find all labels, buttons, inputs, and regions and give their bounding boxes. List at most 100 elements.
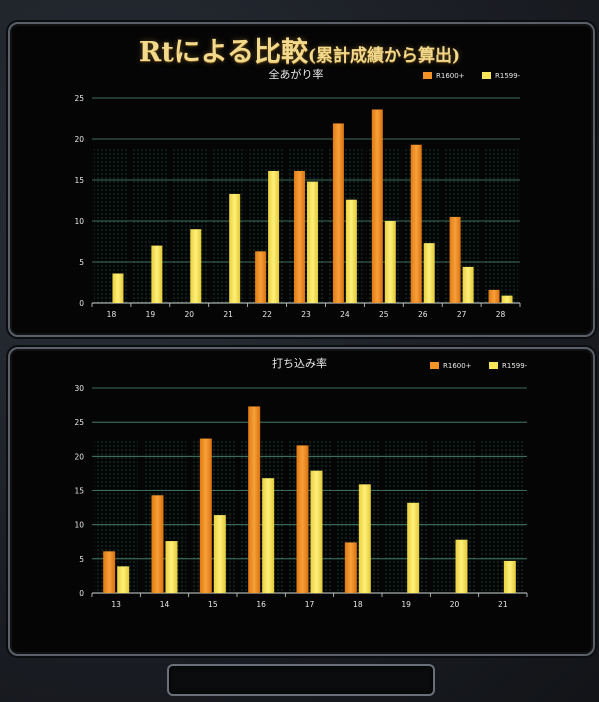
bar-r1600-18 — [344, 542, 357, 593]
bar-r1599-14 — [165, 541, 178, 593]
x-tick-label: 21 — [498, 600, 508, 609]
legend-swatch — [423, 72, 432, 79]
chart-title: 打ち込み率 — [272, 356, 327, 370]
x-tick-label: 26 — [418, 310, 428, 319]
background-dot-column — [405, 149, 441, 303]
bar-r1599-22 — [268, 170, 280, 303]
bar-r1600-26 — [410, 144, 422, 303]
background-dot-column — [132, 149, 168, 303]
bar-r1600-15 — [199, 438, 212, 593]
background-dot-column — [288, 149, 324, 303]
bar-r1599-13 — [117, 566, 130, 593]
page-title: Rtによる比較(累計成績から算出) — [0, 30, 599, 69]
bar-r1600-28 — [488, 289, 500, 303]
chart-all-agari: 全あがり率 0 5 10 15 20 25 18 19 20 21 22 23 24 25 26 27 28 R16… — [74, 67, 520, 319]
bar-r1600-17 — [296, 445, 309, 593]
bar-r1599-28 — [501, 295, 513, 303]
legend-swatch — [489, 362, 498, 369]
background-dot-column — [142, 439, 187, 593]
x-tick-label: 25 — [379, 310, 389, 319]
background-dot-column — [481, 439, 525, 593]
x-tick-label: 23 — [301, 310, 311, 319]
x-tick-label: 27 — [457, 310, 467, 319]
y-tick-label: 5 — [79, 555, 84, 564]
bar-r1600-23 — [294, 170, 305, 303]
x-tick-label: 18 — [353, 600, 363, 609]
bar-r1600-22 — [255, 251, 267, 303]
bar-r1600-14 — [151, 495, 164, 593]
background-dot-column — [93, 149, 129, 303]
chart-uchikomi: 打ち込み率 0 5 10 15 20 25 30 13 14 15 16 17 18 19 20 21 R1600… — [74, 356, 527, 609]
bar-r1600-16 — [248, 406, 261, 593]
bar-r1599-19 — [151, 245, 163, 303]
legend-label: R1600+ — [443, 362, 472, 370]
background-dot-column — [432, 439, 477, 593]
background-dot-column — [287, 439, 332, 593]
x-tick-label: 22 — [262, 310, 272, 319]
page-title-main: Rtによる比較 — [138, 37, 308, 68]
legend-swatch — [482, 72, 491, 79]
y-tick-label: 25 — [74, 94, 84, 103]
background-dot-column — [171, 149, 207, 303]
bar-r1599-18 — [358, 484, 371, 593]
x-tick-label: 13 — [111, 600, 121, 609]
y-tick-label: 0 — [79, 589, 84, 598]
legend-label: R1599- — [495, 72, 521, 80]
x-tick-label: 28 — [496, 310, 506, 319]
bar-r1599-20 — [455, 539, 468, 593]
background-dot-column — [94, 439, 138, 593]
legend-label: R1599- — [502, 362, 528, 370]
x-tick-label: 19 — [146, 310, 156, 319]
bar-r1600-25 — [371, 109, 383, 303]
equalizer-frame — [167, 664, 435, 696]
x-tick-label: 20 — [184, 310, 194, 319]
chart-title: 全あがり率 — [269, 67, 324, 81]
bar-r1599-16 — [262, 478, 275, 593]
x-tick-label: 20 — [450, 600, 460, 609]
x-tick-label: 18 — [107, 310, 117, 319]
bar-r1599-18 — [112, 273, 124, 303]
x-tick-label: 19 — [401, 600, 411, 609]
legend-swatch — [430, 362, 439, 369]
page-title-sub: (累計成績から算出) — [308, 46, 461, 66]
x-tick-label: 24 — [340, 310, 350, 319]
x-tick-label: 17 — [305, 600, 315, 609]
bar-r1599-23 — [307, 181, 318, 303]
y-tick-label: 20 — [74, 135, 84, 144]
y-tick-label: 30 — [74, 384, 84, 393]
y-tick-label: 10 — [74, 521, 84, 530]
x-tick-label: 16 — [256, 600, 266, 609]
x-tick-label: 14 — [160, 600, 170, 609]
bar-r1599-21 — [503, 560, 516, 593]
bar-r1599-26 — [423, 243, 435, 303]
y-tick-label: 5 — [79, 258, 84, 267]
bar-r1600-24 — [332, 123, 344, 303]
y-tick-label: 0 — [79, 299, 84, 308]
background-dot-column — [249, 149, 285, 303]
background-dot-column — [336, 439, 380, 593]
background-dot-column — [384, 439, 428, 593]
x-tick-label: 15 — [208, 600, 218, 609]
background-dot-column — [327, 149, 363, 303]
bar-r1600-27 — [449, 216, 461, 303]
background-dot-column — [366, 149, 402, 303]
background-dot-column — [210, 149, 246, 303]
bar-r1599-17 — [310, 470, 323, 593]
bar-r1600-13 — [103, 551, 116, 593]
legend-label: R1600+ — [436, 72, 465, 80]
y-tick-label: 25 — [74, 418, 84, 427]
x-tick-label: 21 — [223, 310, 233, 319]
bar-r1599-21 — [229, 193, 241, 303]
background-dot-column — [191, 439, 235, 593]
y-tick-label: 15 — [74, 176, 84, 185]
y-tick-label: 10 — [74, 217, 84, 226]
bar-r1599-19 — [407, 502, 420, 593]
bar-r1599-24 — [345, 199, 357, 303]
background-dot-column — [239, 439, 283, 593]
background-dot-column — [444, 149, 480, 303]
bar-r1599-15 — [213, 515, 226, 593]
bar-r1599-27 — [462, 266, 474, 303]
bar-r1599-20 — [190, 229, 202, 303]
y-tick-label: 15 — [74, 487, 84, 496]
